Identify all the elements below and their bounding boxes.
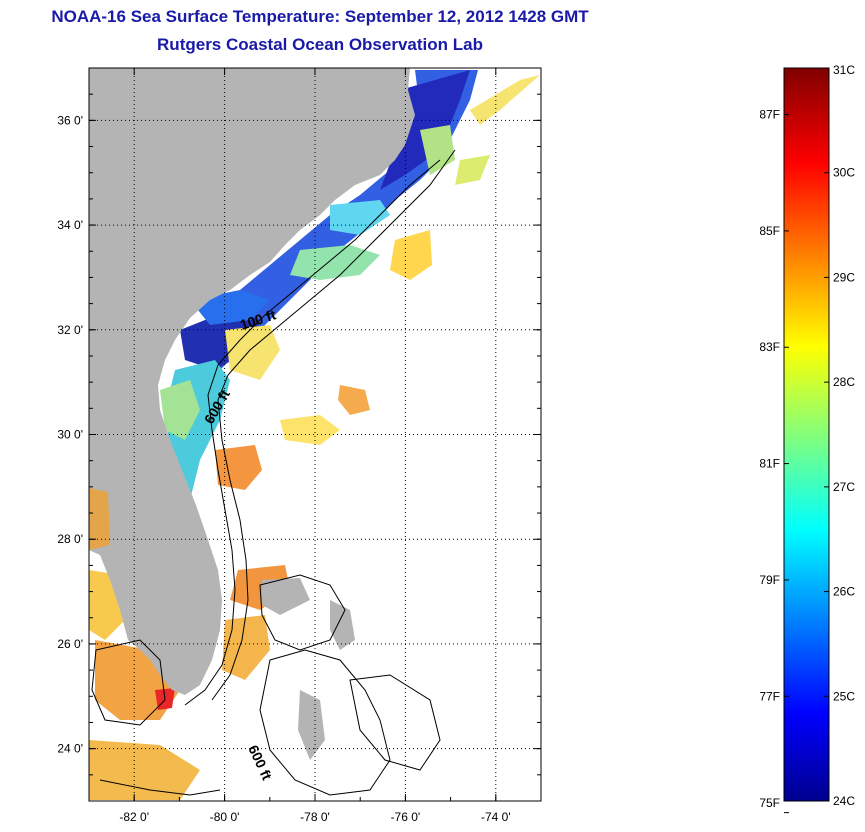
colorbar-label-f: 85F <box>759 224 780 238</box>
lon-tick-label: -82 0' <box>119 810 149 824</box>
map-title: NOAA-16 Sea Surface Temperature: Septemb… <box>51 7 589 26</box>
lon-tick-label: -78 0' <box>300 810 330 824</box>
lat-tick-label: 32 0' <box>57 323 83 337</box>
colorbar-label-f: 87F <box>759 108 780 122</box>
lon-tick-label: -76 0' <box>391 810 421 824</box>
lon-tick-label: -80 0' <box>210 810 240 824</box>
axis-ticks: -82 0' -80 0' -78 0' -76 0' -74 0' 24 0' 26 0'… <box>57 67 542 824</box>
colorbar-label-f: 81F <box>759 457 780 471</box>
lat-tick-label: 28 0' <box>57 532 83 546</box>
colorbar-label-c: 25C <box>833 689 855 703</box>
colorbar-label-f: 77F <box>759 689 780 703</box>
colorbar-label-c: 31C <box>833 63 855 77</box>
lat-tick-label: 24 0' <box>57 742 83 756</box>
colorbar-label-c: 24C <box>833 794 855 808</box>
colorbar <box>783 67 830 802</box>
lat-tick-label: 26 0' <box>57 637 83 651</box>
lat-tick-label: 34 0' <box>57 218 83 232</box>
colorbar-label-c: 30C <box>833 166 855 180</box>
colorbar-label-c: 28C <box>833 375 855 389</box>
lat-tick-label: 30 0' <box>57 428 83 442</box>
lon-tick-label: -74 0' <box>481 810 511 824</box>
map-subtitle: Rutgers Coastal Ocean Observation Lab <box>157 35 483 54</box>
colorbar-label-c: 27C <box>833 480 855 494</box>
graticule-grid <box>89 68 541 801</box>
map-content <box>89 68 540 800</box>
bathymetry-contours <box>91 149 456 796</box>
colorbar-label-f: 75F <box>759 796 780 810</box>
colorbar-label-f: 83F <box>759 340 780 354</box>
colorbar-label-c: 26C <box>833 585 855 599</box>
lat-tick-label: 36 0' <box>57 113 83 127</box>
colorbar-labels: 31C 30C 29C 28C 27C 26C 25C 24C 87F 85F 83F 81F 79F 7… <box>759 63 855 814</box>
land-layer <box>89 68 415 760</box>
contour-label-600ft-south: 600 ft <box>245 743 275 783</box>
colorbar-label-f: 79F <box>759 573 780 587</box>
colorbar-label-c: 29C <box>833 270 855 284</box>
